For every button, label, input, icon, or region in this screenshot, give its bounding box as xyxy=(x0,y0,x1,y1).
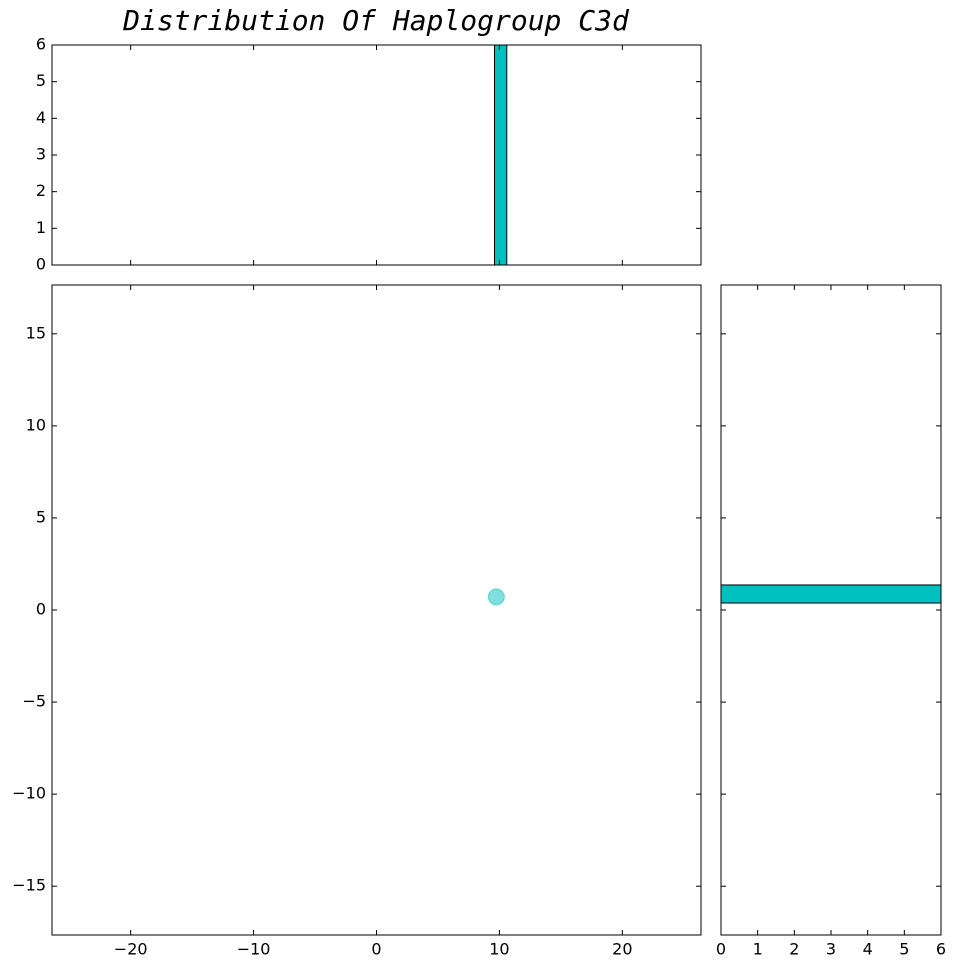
x-tick-label: 2 xyxy=(789,940,799,959)
x-tick-label: 1 xyxy=(753,940,763,959)
x-tick-label: 0 xyxy=(716,940,726,959)
y-tick-label: 2 xyxy=(36,181,46,200)
x-tick-label: −10 xyxy=(237,940,271,959)
y-tick-label: 10 xyxy=(26,415,46,434)
axes-frame xyxy=(720,284,942,936)
y-tick-label: 4 xyxy=(36,108,46,127)
x-tick-label: 4 xyxy=(863,940,873,959)
x-tick-label: 6 xyxy=(936,940,946,959)
y-tick-label: 3 xyxy=(36,145,46,164)
y-tick-label: 6 xyxy=(36,35,46,54)
axes-frame xyxy=(51,44,702,266)
y-tick-label: 0 xyxy=(36,255,46,274)
x-tick-label: 0 xyxy=(371,940,381,959)
y-tick-label: −15 xyxy=(12,876,46,895)
y-tick-label: −5 xyxy=(22,692,46,711)
y-tick-label: 0 xyxy=(36,600,46,619)
scatter-point xyxy=(487,588,505,606)
x-tick-label: 5 xyxy=(899,940,909,959)
y-tick-label: 5 xyxy=(36,507,46,526)
x-tick-label: 10 xyxy=(489,940,509,959)
y-tick-label: 5 xyxy=(36,71,46,90)
histogram-bar xyxy=(494,44,508,266)
axes-frame xyxy=(51,284,702,936)
x-tick-label: −20 xyxy=(114,940,148,959)
histogram-bar xyxy=(720,584,942,604)
x-tick-label: 20 xyxy=(612,940,632,959)
y-tick-label: −10 xyxy=(12,784,46,803)
y-tick-label: 15 xyxy=(26,323,46,342)
x-tick-label: 3 xyxy=(826,940,836,959)
chart-title: Distribution Of Haplogroup C3d xyxy=(122,4,630,37)
y-tick-label: 1 xyxy=(36,218,46,237)
